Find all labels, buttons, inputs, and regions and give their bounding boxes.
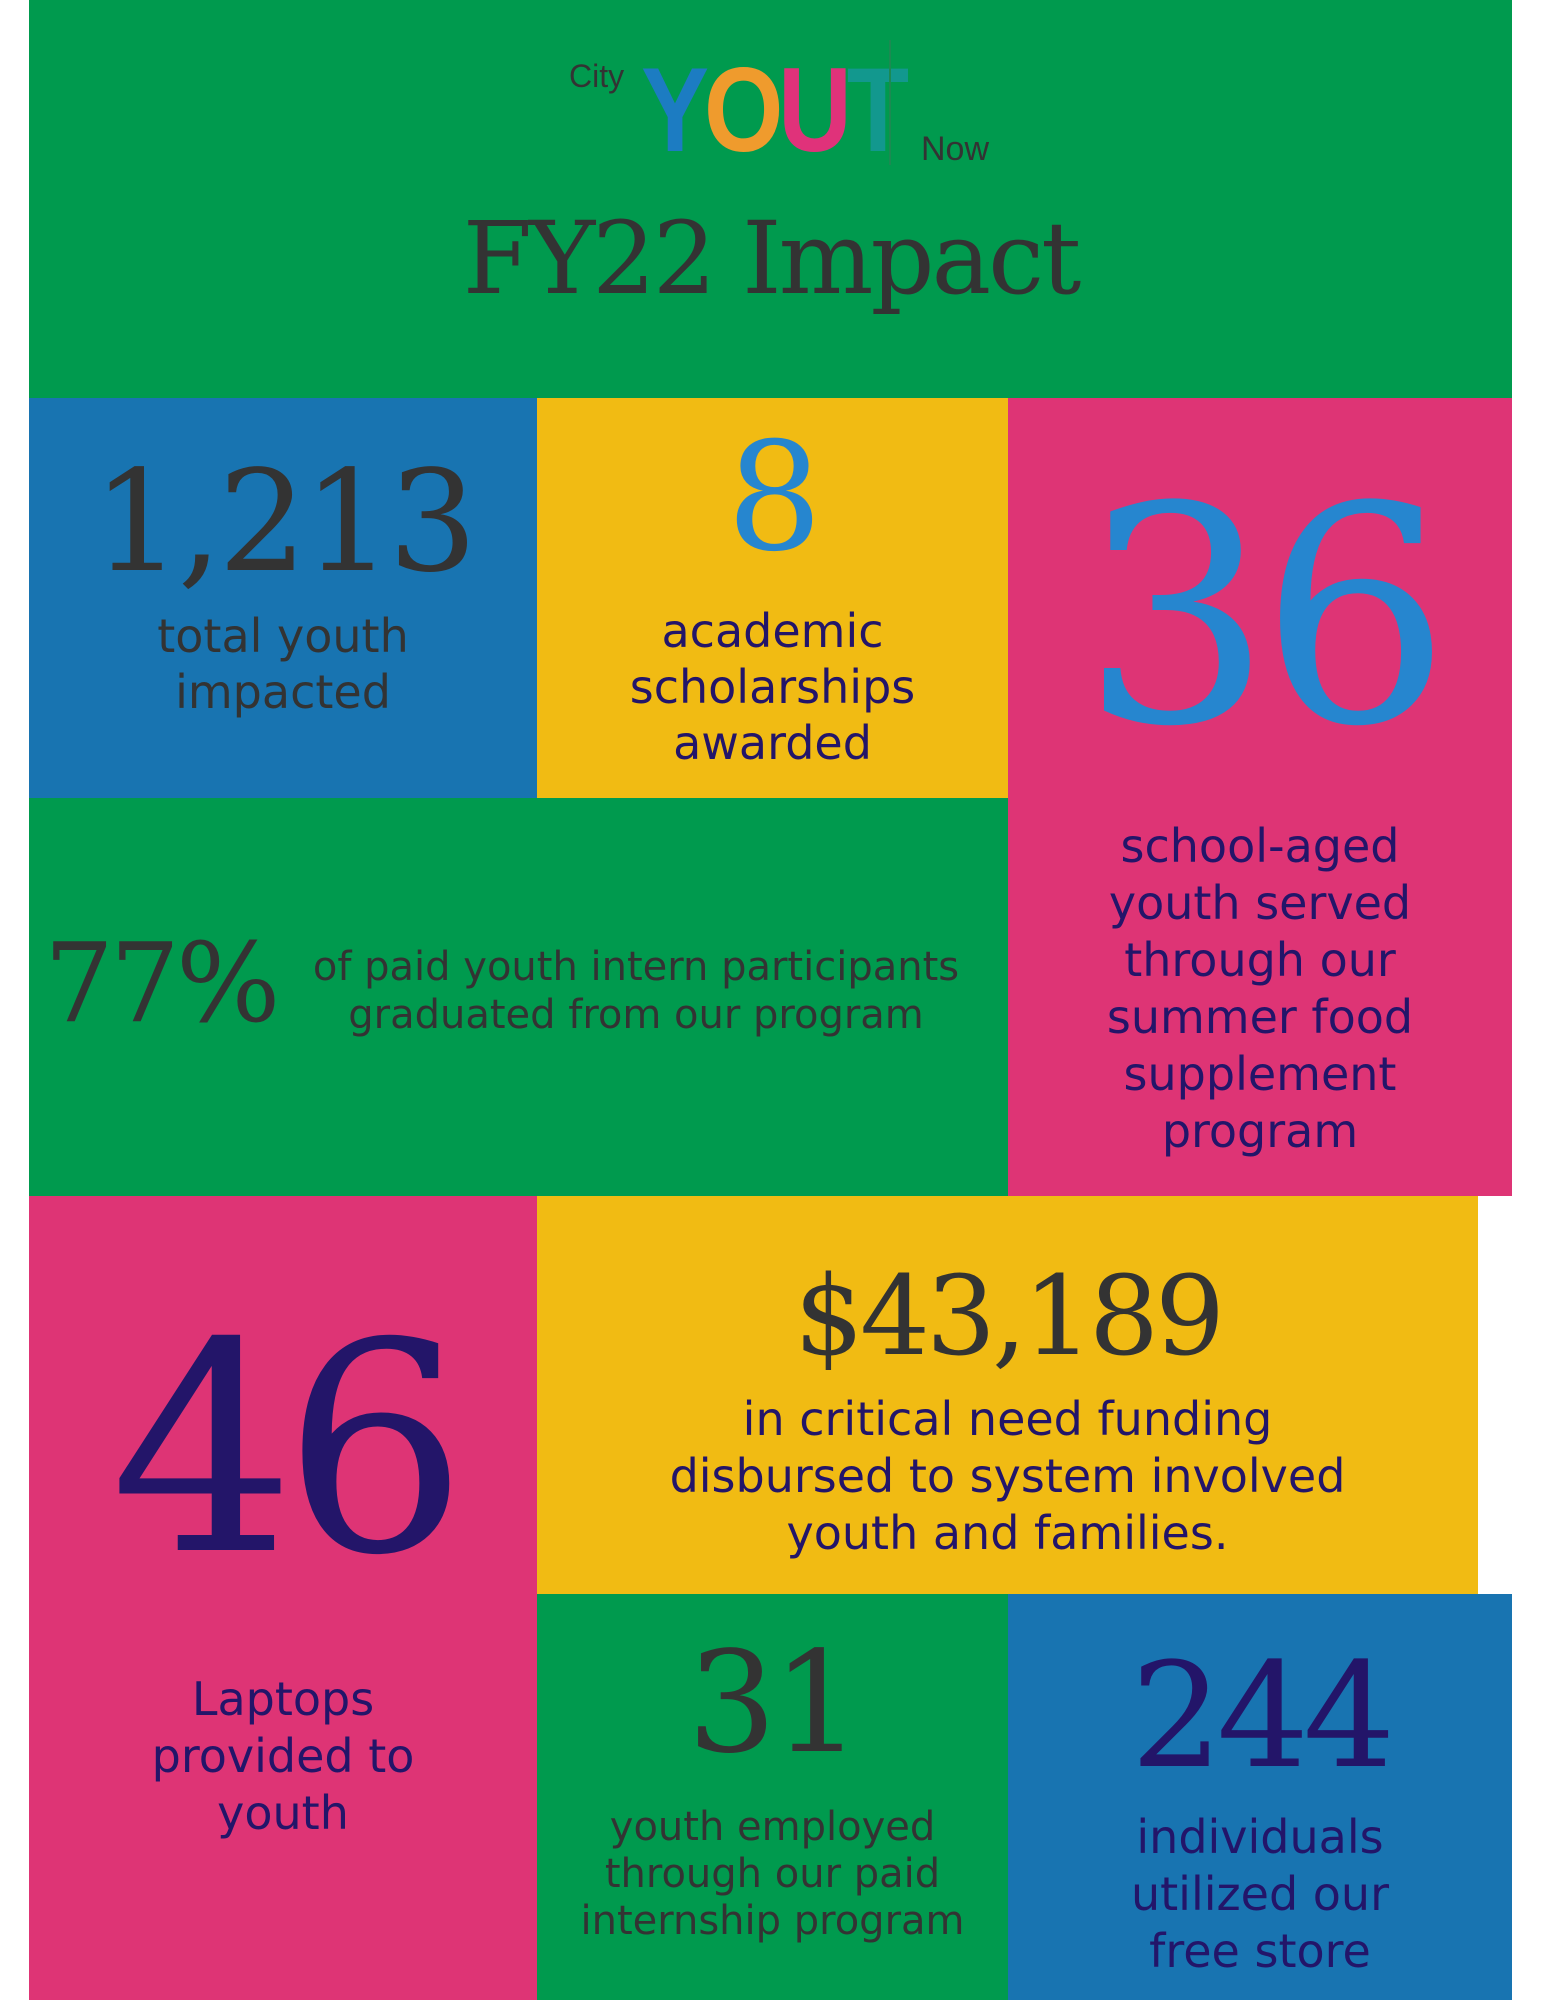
stat-label-line: academic [661,604,884,658]
stat-label-line: youth employed [609,1804,936,1850]
stat-label-line: summer food [1106,990,1414,1044]
stat-label-line: through our [1124,933,1396,987]
logo-letter-u: U [778,43,852,177]
stat-value: 46 [110,1282,467,1619]
stat-label-line: internship program [580,1898,965,1944]
stat-card-laptops: 46 Laptops provided to youth [29,1196,537,2000]
stat-card-scholarships: 8 academic scholarships awarded [537,398,1008,798]
stat-label-line: in critical need funding [742,1392,1273,1446]
page-title: FY22 Impact [462,200,1082,317]
stat-label-line: through our paid [604,1851,941,1897]
logo-youth-wordmark: YOUT [641,50,909,170]
stat-card-youth-employed: 31 youth employed through our paid inter… [537,1594,1008,2000]
logo-letter-y: Y [641,43,709,177]
stat-value: 36 [1081,443,1451,792]
stat-label-line: school-aged [1120,819,1400,873]
stat-label: academic scholarships awarded [537,603,1008,771]
logo-letter-o: O [703,43,783,177]
stat-label: Laptops provided to youth [29,1671,537,1842]
stat-value: $43,189 [794,1252,1225,1380]
stat-label-line: program [1161,1104,1359,1158]
stat-label-line: impacted [175,665,391,719]
stat-label-line: utilized our [1130,1867,1389,1921]
stat-label-line: awarded [673,716,872,770]
stat-card-funding: $43,189 in critical need funding disburs… [537,1196,1478,1594]
stat-card-interns-graduated: 77% of paid youth intern participants gr… [29,798,1008,1196]
header-panel: City YOUT Now FY22 Impact [29,0,1512,398]
stat-value: 31 [687,1622,861,1785]
stat-card-school-aged-youth: 36 school-aged youth served through our … [1008,398,1512,1196]
logo-letter-t: T [846,43,909,177]
stat-label: total youth impacted [29,608,537,720]
stat-label-line: graduated from our program [348,992,924,1038]
logo-divider [889,40,891,165]
logo-now-text: Now [921,130,990,168]
stat-value: 77% [44,919,280,1047]
stat-label: of paid youth intern participants gradua… [284,943,988,1039]
stat-label-line: provided to [151,1729,415,1783]
stat-label: individuals utilized our free store [1008,1809,1512,1980]
stat-value: 244 [1130,1632,1396,1801]
stat-label-line: disbursed to system involved [669,1449,1346,1503]
stat-label-line: individuals [1136,1810,1384,1864]
stat-label-line: total youth [157,609,409,663]
stat-label-line: of paid youth intern participants [312,944,960,990]
stat-label-line: youth [217,1786,349,1840]
stat-label-line: free store [1149,1924,1371,1978]
stat-label-line: scholarships [629,660,916,714]
stat-label-line: youth served [1108,876,1412,930]
stat-card-youth-impacted: 1,213 total youth impacted [29,398,537,798]
logo-city-text: City [569,58,625,94]
stat-label: youth employed through our paid internsh… [537,1804,1008,1945]
stat-value: 1,213 [92,441,478,604]
stat-label-line: Laptops [191,1672,375,1726]
stat-label: in critical need funding disbursed to sy… [537,1391,1478,1562]
stat-label: school-aged youth served through our sum… [1008,818,1512,1160]
stat-value: 8 [726,411,822,585]
stat-label-line: youth and families. [786,1506,1229,1560]
stat-card-free-store: 244 individuals utilized our free store [1008,1594,1512,2000]
stat-label-line: supplement [1123,1047,1397,1101]
